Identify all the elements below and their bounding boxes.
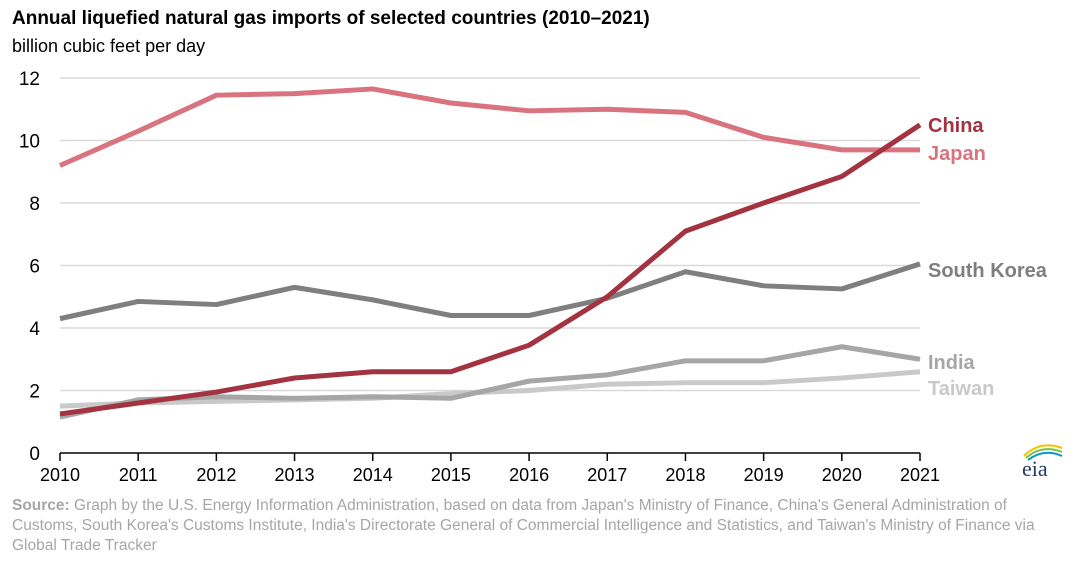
x-tick-label: 2021 xyxy=(900,465,940,485)
logo-text: eia xyxy=(1022,456,1048,480)
y-tick-label: 12 xyxy=(19,69,40,90)
y-tick-label: 0 xyxy=(29,444,40,465)
series-line-china xyxy=(59,122,922,417)
series-line-south-korea xyxy=(59,261,921,322)
series-line-japan xyxy=(58,86,920,168)
y-tick-label: 10 xyxy=(19,132,40,153)
eia-logo: eia xyxy=(1022,444,1063,480)
x-tick-label: 2013 xyxy=(275,465,315,485)
y-tick-label: 4 xyxy=(29,319,40,340)
chart-title: Annual liquefied natural gas imports of … xyxy=(12,8,650,29)
series-label-india: India xyxy=(928,352,976,374)
x-tick-label: 2015 xyxy=(431,465,471,485)
y-tick-label: 6 xyxy=(29,257,40,278)
x-tick-label: 2011 xyxy=(119,465,158,485)
x-tick-label: 2019 xyxy=(744,465,784,485)
series-label-taiwan: Taiwan xyxy=(928,378,994,400)
series-line-india xyxy=(59,344,921,420)
source-text: Graph by the U.S. Energy Information Adm… xyxy=(12,497,1035,554)
source-label: Source: xyxy=(12,497,70,514)
y-tick-label: 2 xyxy=(29,382,40,403)
x-tick-label: 2020 xyxy=(822,465,862,485)
series-label-japan: Japan xyxy=(928,143,986,165)
x-tick-label: 2012 xyxy=(196,465,236,485)
x-tick-label: 2017 xyxy=(587,465,627,485)
series-label-south-korea: South Korea xyxy=(928,260,1048,282)
x-tick-label: 2018 xyxy=(665,465,705,485)
series-label-china: China xyxy=(928,115,984,137)
source-note: Source: Graph by the U.S. Energy Informa… xyxy=(12,496,1072,556)
x-tick-label: 2016 xyxy=(509,465,549,485)
line-chart: 0 2 4 6 8 10 12 2010 2011 2012 2013 2014 2015 2016 201… xyxy=(19,69,1048,485)
y-axis-label: billion cubic feet per day xyxy=(12,36,206,56)
x-tick-label: 2014 xyxy=(353,465,393,485)
x-tick-label: 2010 xyxy=(40,465,80,485)
y-tick-label: 8 xyxy=(29,194,40,215)
